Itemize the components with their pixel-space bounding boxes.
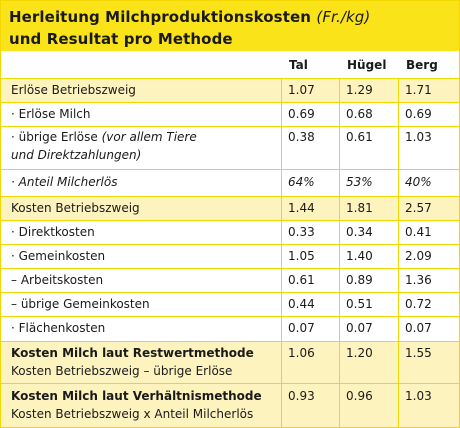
value-berg: 40% <box>405 175 432 189</box>
title-main: Herleitung Milchproduktionskosten <box>9 8 312 26</box>
value-tal: 0.33 <box>288 225 315 239</box>
value-berg: 2.57 <box>405 201 432 215</box>
table-row: Kosten Milch laut Restwertmethode Kosten… <box>1 341 459 383</box>
table-row: · Gemeinkosten 1.05 1.40 2.09 <box>1 244 459 268</box>
row-label: · Erlöse Milch <box>11 107 91 121</box>
table-row: – Arbeitskosten 0.61 0.89 1.36 <box>1 268 459 292</box>
value-huegel: 0.51 <box>346 297 373 311</box>
row-label: Erlöse Betriebszweig <box>11 83 136 97</box>
value-tal: 64% <box>288 175 315 189</box>
value-tal: 1.06 <box>288 346 315 360</box>
table-row: – übrige Gemeinkosten 0.44 0.51 0.72 <box>1 292 459 316</box>
value-huegel: 1.81 <box>346 201 373 215</box>
value-berg: 0.69 <box>405 107 432 121</box>
row-divider <box>1 244 459 245</box>
row-divider <box>1 268 459 269</box>
value-berg: 1.55 <box>405 346 432 360</box>
title-line-1: Herleitung Milchproduktionskosten (Fr./k… <box>9 8 370 26</box>
column-divider <box>398 78 399 427</box>
row-sublabel: Kosten Betriebszweig x Anteil Milcherlös <box>11 407 254 421</box>
value-berg: 1.03 <box>405 130 432 144</box>
row-label: · Direktkosten <box>11 225 95 239</box>
row-divider <box>1 196 459 197</box>
row-divider <box>1 169 459 170</box>
row-divider <box>1 292 459 293</box>
row-label: Kosten Milch laut Restwertmethode <box>11 346 254 360</box>
row-label: Kosten Betriebszweig <box>11 201 140 215</box>
table-title: Herleitung Milchproduktionskosten (Fr./k… <box>1 1 459 51</box>
row-divider <box>1 126 459 127</box>
row-sublabel: Kosten Betriebszweig – übrige Erlöse <box>11 364 233 378</box>
value-huegel: 1.40 <box>346 249 373 263</box>
value-tal: 0.61 <box>288 273 315 287</box>
value-huegel: 53% <box>346 175 373 189</box>
table-row: · Direktkosten 0.33 0.34 0.41 <box>1 220 459 244</box>
value-berg: 1.03 <box>405 389 432 403</box>
value-huegel: 1.29 <box>346 83 373 97</box>
value-tal: 1.05 <box>288 249 315 263</box>
table-row: Kosten Milch laut Verhältnismethode Kost… <box>1 384 459 427</box>
row-label: Kosten Milch laut Verhältnismethode <box>11 389 262 403</box>
row-label: · Gemeinkosten <box>11 249 106 263</box>
value-tal: 1.07 <box>288 83 315 97</box>
row-divider <box>1 220 459 221</box>
value-tal: 0.93 <box>288 389 315 403</box>
row-divider <box>1 383 459 384</box>
value-berg: 2.09 <box>405 249 432 263</box>
row-label-paren: (vor allem Tiere <box>101 130 197 144</box>
table-row: · Anteil Milcherlös 64% 53% 40% <box>1 169 459 196</box>
value-tal: 1.44 <box>288 201 315 215</box>
row-label: · Anteil Milcherlös <box>11 175 118 189</box>
table-row: Erlöse Betriebszweig 1.07 1.29 1.71 <box>1 78 459 102</box>
title-unit: (Fr./kg) <box>316 8 371 26</box>
row-label-line2: und Direktzahlungen) <box>11 148 142 162</box>
value-huegel: 0.96 <box>346 389 373 403</box>
row-divider <box>1 78 459 79</box>
row-divider <box>1 341 459 342</box>
value-huegel: 0.61 <box>346 130 373 144</box>
table-row: · Flächenkosten 0.07 0.07 0.07 <box>1 316 459 341</box>
value-huegel: 1.20 <box>346 346 373 360</box>
value-huegel: 0.68 <box>346 107 373 121</box>
column-header-huegel: Hügel <box>347 58 387 72</box>
column-header-berg: Berg <box>406 58 438 72</box>
row-label-main: · übrige Erlöse <box>11 130 98 144</box>
value-huegel: 0.34 <box>346 225 373 239</box>
table-row: · Erlöse Milch 0.69 0.68 0.69 <box>1 102 459 126</box>
table-row: Kosten Betriebszweig 1.44 1.81 2.57 <box>1 196 459 220</box>
value-berg: 1.36 <box>405 273 432 287</box>
column-divider <box>339 78 340 427</box>
title-line-2: und Resultat pro Methode <box>9 30 233 48</box>
row-label: · Flächenkosten <box>11 321 106 335</box>
column-header-tal: Tal <box>289 58 308 72</box>
value-tal: 0.44 <box>288 297 315 311</box>
value-berg: 0.07 <box>405 321 432 335</box>
row-label: · übrige Erlöse (vor allem Tiere <box>11 129 197 145</box>
table-row: · übrige Erlöse (vor allem Tiere und Dir… <box>1 126 459 169</box>
value-tal: 0.38 <box>288 130 315 144</box>
value-tal: 0.69 <box>288 107 315 121</box>
row-divider <box>1 316 459 317</box>
value-berg: 0.41 <box>405 225 432 239</box>
value-berg: 1.71 <box>405 83 432 97</box>
row-label: – übrige Gemeinkosten <box>11 297 150 311</box>
row-divider <box>1 102 459 103</box>
value-berg: 0.72 <box>405 297 432 311</box>
column-divider <box>281 78 282 427</box>
row-label: – Arbeitskosten <box>11 273 104 287</box>
value-tal: 0.07 <box>288 321 315 335</box>
value-huegel: 0.07 <box>346 321 373 335</box>
value-huegel: 0.89 <box>346 273 373 287</box>
